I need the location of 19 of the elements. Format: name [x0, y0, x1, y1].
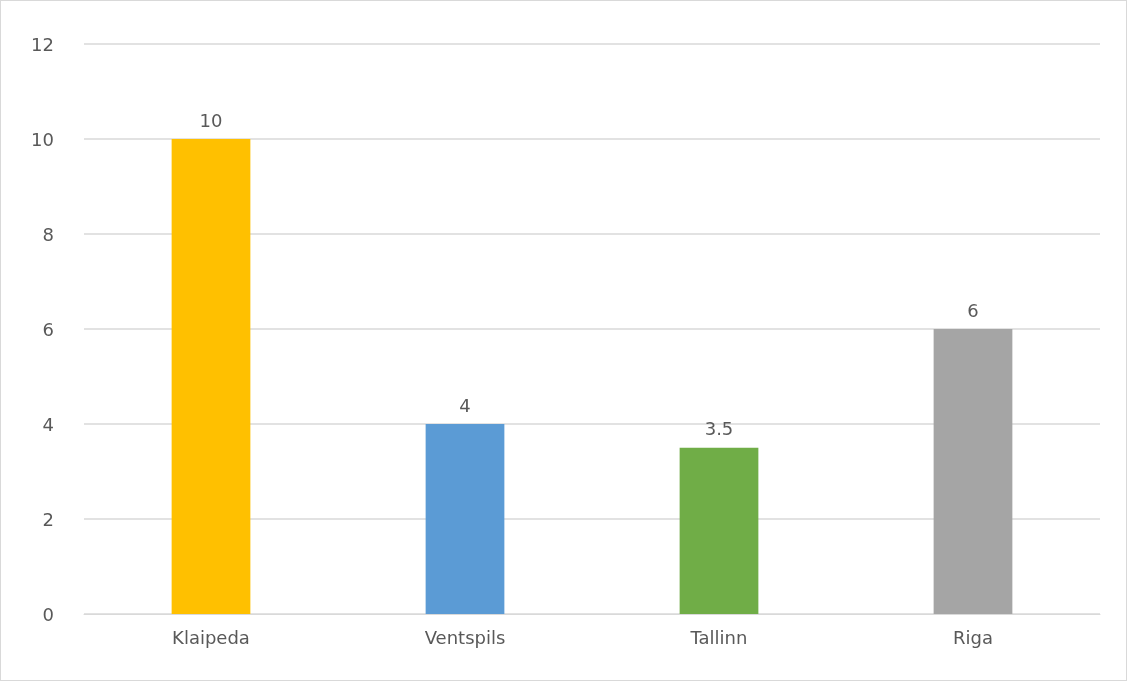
- y-tick-label: 12: [31, 33, 54, 55]
- bar: [679, 447, 759, 614]
- x-tick-label: Ventspils: [424, 626, 506, 648]
- x-tick-label: Klaipeda: [172, 626, 250, 648]
- bar: [933, 329, 1013, 614]
- data-label: 6: [967, 299, 979, 321]
- y-tick-label: 0: [42, 603, 54, 625]
- y-tick-label: 8: [42, 223, 54, 245]
- y-tick-label: 2: [42, 508, 54, 530]
- y-tick-label: 10: [31, 128, 54, 150]
- y-tick-label: 4: [42, 413, 54, 435]
- data-label: 4: [459, 394, 471, 416]
- x-tick-label: Riga: [953, 626, 993, 648]
- x-tick-label: Tallinn: [689, 626, 748, 648]
- bar: [425, 424, 505, 614]
- bar: [171, 139, 251, 614]
- y-tick-label: 6: [42, 318, 54, 340]
- data-label: 10: [199, 109, 223, 131]
- data-label: 3.5: [704, 418, 734, 440]
